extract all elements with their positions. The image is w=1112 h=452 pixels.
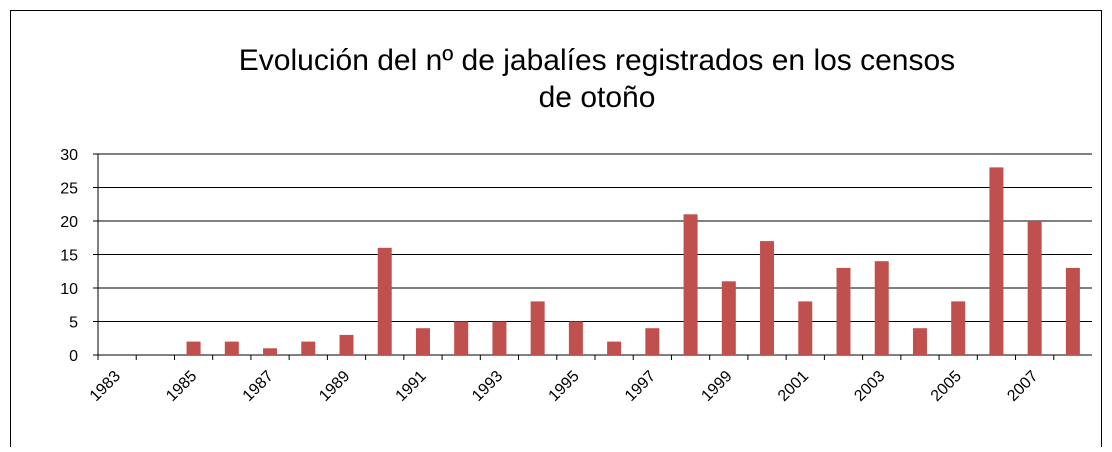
y-tick-label: 0: [69, 348, 78, 365]
bar: [186, 341, 201, 355]
bar: [1027, 221, 1042, 355]
y-tick-label: 20: [60, 214, 78, 231]
bar: [492, 321, 507, 355]
bar: [1065, 267, 1080, 355]
bar: [798, 301, 813, 355]
y-tick-label: 30: [60, 147, 78, 164]
bar: [836, 267, 851, 355]
bar: [377, 247, 392, 355]
bar: [989, 167, 1004, 355]
bar: [760, 241, 775, 355]
bar: [912, 328, 927, 355]
bar: [721, 281, 736, 355]
bar: [454, 321, 469, 355]
bar: [224, 341, 239, 355]
bar: [951, 301, 966, 355]
y-tick-label: 10: [60, 281, 78, 298]
bar: [530, 301, 545, 355]
chart-title: de otoño: [539, 81, 656, 114]
bar: [645, 328, 660, 355]
y-tick-label: 5: [69, 315, 78, 332]
chart-frame: [10, 10, 1102, 452]
bar: [339, 334, 354, 355]
bar: [683, 214, 698, 355]
bar: [568, 321, 583, 355]
bar: [607, 341, 622, 355]
y-tick-label: 15: [60, 248, 78, 265]
bar: [415, 328, 430, 355]
y-tick-label: 25: [60, 181, 78, 198]
chart-title: Evolución del nº de jabalíes registrados…: [239, 44, 955, 77]
bar: [874, 261, 889, 355]
bar: [301, 341, 316, 355]
bar: [263, 348, 278, 355]
